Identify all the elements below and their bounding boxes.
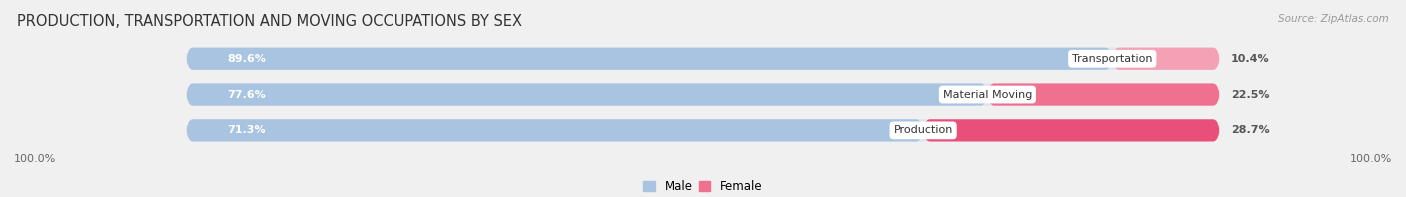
FancyBboxPatch shape xyxy=(186,48,1220,70)
FancyBboxPatch shape xyxy=(186,84,987,106)
FancyBboxPatch shape xyxy=(186,119,1220,141)
Text: 22.5%: 22.5% xyxy=(1230,90,1270,99)
Text: 71.3%: 71.3% xyxy=(228,125,266,135)
FancyBboxPatch shape xyxy=(924,119,1220,141)
Text: 10.4%: 10.4% xyxy=(1230,54,1270,64)
Legend: Male, Female: Male, Female xyxy=(638,175,768,197)
Text: 77.6%: 77.6% xyxy=(228,90,266,99)
Text: 100.0%: 100.0% xyxy=(14,154,56,164)
FancyBboxPatch shape xyxy=(186,84,1220,106)
Text: PRODUCTION, TRANSPORTATION AND MOVING OCCUPATIONS BY SEX: PRODUCTION, TRANSPORTATION AND MOVING OC… xyxy=(17,14,522,29)
Text: 28.7%: 28.7% xyxy=(1230,125,1270,135)
FancyBboxPatch shape xyxy=(987,84,1220,106)
Text: 100.0%: 100.0% xyxy=(1350,154,1392,164)
Text: Source: ZipAtlas.com: Source: ZipAtlas.com xyxy=(1278,14,1389,24)
Text: 89.6%: 89.6% xyxy=(228,54,267,64)
Text: Transportation: Transportation xyxy=(1071,54,1153,64)
Text: Material Moving: Material Moving xyxy=(943,90,1032,99)
FancyBboxPatch shape xyxy=(186,119,924,141)
FancyBboxPatch shape xyxy=(1112,48,1219,70)
Text: Production: Production xyxy=(893,125,953,135)
FancyBboxPatch shape xyxy=(186,48,1112,70)
